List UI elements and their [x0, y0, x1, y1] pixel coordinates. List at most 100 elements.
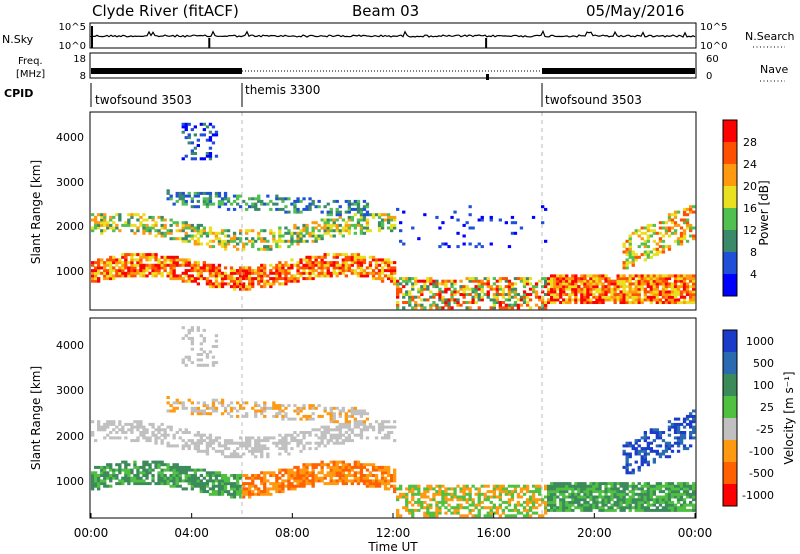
heatmap-cell — [115, 226, 119, 230]
heatmap-cell — [625, 506, 629, 510]
heatmap-cell — [175, 482, 179, 486]
heatmap-cell — [679, 226, 684, 230]
heatmap-cell — [305, 463, 309, 467]
heatmap-cell — [199, 269, 203, 273]
heatmap-cell — [592, 487, 596, 491]
heatmap-cell — [426, 506, 430, 510]
heatmap-cell — [387, 436, 391, 440]
heatmap-cell — [359, 215, 364, 219]
heatmap-cell — [652, 508, 656, 512]
heatmap-cell — [550, 482, 554, 486]
heatmap-cell — [223, 439, 228, 443]
heatmap-cell — [408, 279, 412, 283]
heatmap-cell — [263, 404, 267, 408]
heatmap-cell — [97, 428, 101, 432]
heatmap-cell — [420, 285, 424, 289]
heatmap-cell — [655, 508, 659, 512]
heatmap-cell — [604, 484, 608, 488]
heatmap-cell — [359, 271, 364, 275]
heatmap-cell — [281, 479, 285, 483]
heatmap-cell — [118, 274, 122, 278]
heatmap-cell — [402, 279, 406, 283]
heatmap-cell — [338, 409, 342, 413]
heatmap-cell — [673, 279, 678, 283]
heatmap-cell — [396, 287, 400, 291]
heatmap-cell — [130, 422, 134, 426]
heatmap-cell — [344, 221, 348, 225]
heatmap-cell — [519, 503, 524, 507]
heatmap-cell — [589, 482, 593, 486]
heatmap-cell — [646, 500, 650, 504]
heatmap-cell — [220, 490, 225, 494]
heatmap-cell — [302, 406, 306, 410]
heatmap-cell — [574, 500, 578, 504]
heatmap-cell — [423, 279, 427, 283]
heatmap-cell — [692, 279, 696, 283]
heatmap-cell — [655, 433, 659, 437]
heatmap-cell — [160, 422, 164, 426]
heatmap-cell — [368, 213, 373, 217]
heatmap-cell — [341, 468, 345, 472]
heatmap-cell — [335, 207, 339, 211]
heatmap-cell — [166, 191, 170, 195]
heatmap-cell — [281, 482, 285, 486]
heatmap-cell — [184, 355, 188, 359]
heatmap-cell — [387, 425, 391, 429]
heatmap-cell — [317, 223, 321, 227]
heatmap-cell — [133, 223, 137, 227]
heatmap-cell — [429, 506, 433, 510]
heatmap-cell — [347, 465, 351, 469]
heatmap-cell — [447, 303, 451, 307]
freq-block-1 — [91, 68, 242, 74]
heatmap-cell — [157, 463, 161, 467]
heatmap-cell — [344, 263, 348, 267]
heatmap-cell — [275, 245, 279, 249]
heatmap-cell — [242, 474, 246, 477]
heatmap-cell — [359, 431, 364, 434]
heatmap-cell — [214, 234, 219, 238]
heatmap-cell — [223, 271, 228, 275]
heatmap-cell — [474, 506, 478, 510]
heatmap-cell — [359, 255, 364, 259]
heatmap-cell — [553, 492, 557, 496]
power-colorbar-label: Power [dB] — [757, 180, 771, 245]
heatmap-cell — [682, 417, 687, 421]
heatmap-cell — [181, 125, 185, 129]
heatmap-cell — [489, 285, 493, 289]
heatmap-cell — [263, 279, 267, 283]
heatmap-cell — [115, 274, 119, 278]
heatmap-cell — [239, 495, 243, 499]
heatmap-cell — [658, 293, 663, 296]
heatmap-cell — [350, 474, 354, 477]
heatmap-cell — [100, 215, 104, 219]
heatmap-cell — [601, 508, 605, 512]
heatmap-cell — [311, 263, 315, 267]
heatmap-cell — [199, 412, 203, 416]
heatmap-cell — [353, 258, 357, 262]
heatmap-cell — [293, 476, 297, 480]
heatmap-cell — [335, 218, 339, 222]
heatmap-cell — [172, 444, 176, 448]
heatmap-cell — [196, 328, 200, 332]
heatmap-cell — [607, 495, 611, 499]
heatmap-cell — [595, 279, 599, 283]
heatmap-cell — [652, 229, 656, 233]
heatmap-cell — [622, 295, 626, 299]
heatmap-cell — [689, 500, 693, 504]
heatmap-cell — [281, 234, 285, 238]
heatmap-cell — [438, 298, 442, 302]
heatmap-cell — [507, 508, 512, 512]
heatmap-cell — [423, 490, 427, 494]
heatmap-cell — [341, 409, 345, 413]
heatmap-cell — [254, 449, 258, 453]
heatmap-cell — [507, 514, 512, 518]
colorbar-tick-label: 28 — [743, 136, 757, 149]
heatmap-cell — [538, 503, 542, 507]
heatmap-cell — [202, 336, 206, 340]
heatmap-cell — [510, 514, 515, 518]
heatmap-cell — [480, 290, 484, 294]
heatmap-cell — [399, 221, 403, 225]
heatmap-cell — [689, 223, 693, 227]
heatmap-cell — [202, 229, 206, 233]
heatmap-cell — [649, 503, 653, 507]
